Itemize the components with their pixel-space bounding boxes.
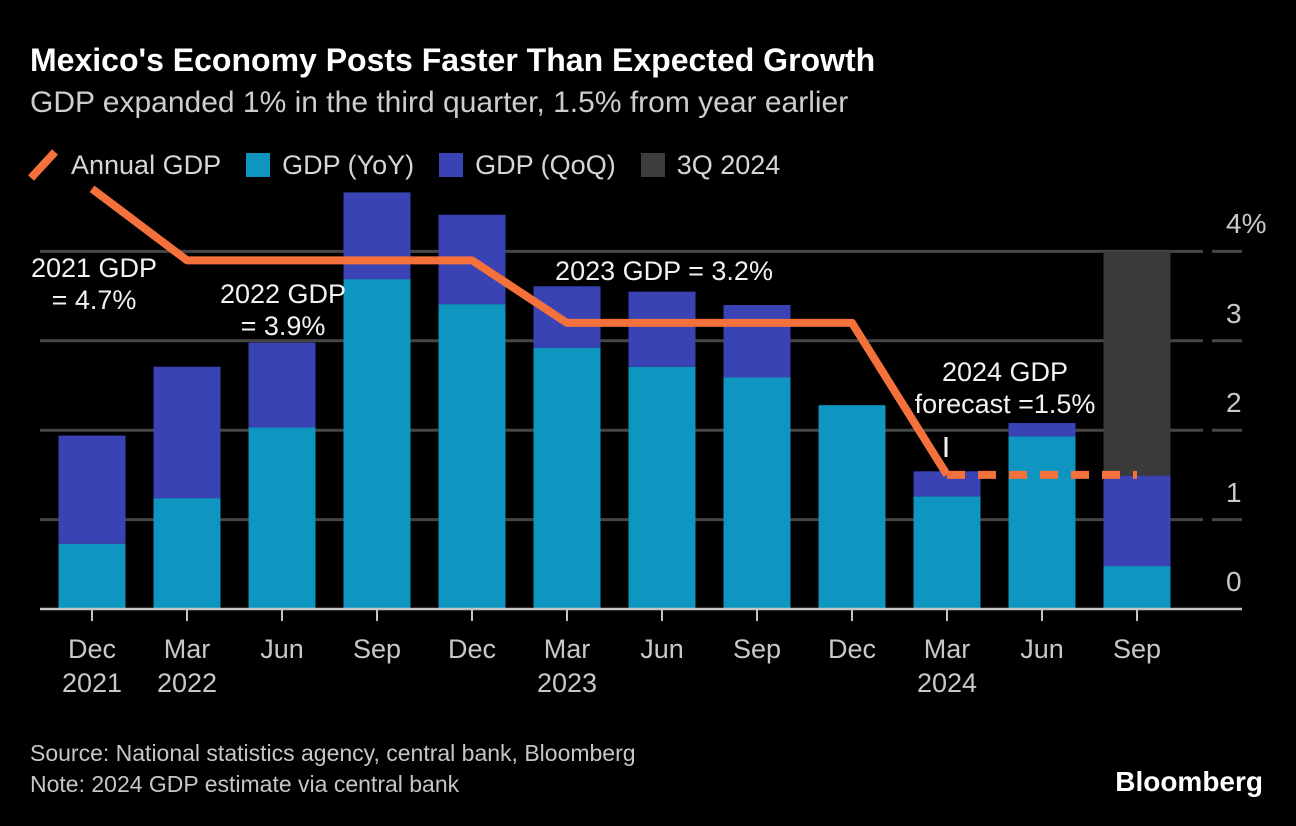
x-axis-year: 2023 xyxy=(536,668,598,698)
legend-item-gdp-qoq: GDP (QoQ) xyxy=(439,150,616,181)
x-axis-month: Dec xyxy=(447,634,497,664)
x-axis-label: Jun xyxy=(640,632,684,666)
chart-title: Mexico's Economy Posts Faster Than Expec… xyxy=(30,42,876,78)
y-axis-label: 2 xyxy=(1226,387,1242,419)
annual-gdp-line-swatch-icon xyxy=(27,148,59,182)
annual-gdp-annotation: 2023 GDP = 3.2% xyxy=(555,255,773,287)
bar-segment-yoy xyxy=(913,496,981,609)
annotation-line: 2024 GDP xyxy=(941,357,1069,387)
x-axis-month: Mar xyxy=(923,634,971,664)
annotation-line: 2023 GDP = 3.2% xyxy=(555,256,773,286)
bar-segment-yoy xyxy=(1103,566,1171,609)
x-axis-month: Mar xyxy=(163,634,211,664)
bar-segment-qoq xyxy=(1008,423,1076,437)
x-axis-label: Mar 2022 xyxy=(157,632,217,700)
legend-label: Annual GDP xyxy=(71,149,222,180)
x-axis-label: Sep xyxy=(353,632,401,666)
y-axis-label: 1 xyxy=(1226,476,1242,508)
annotation-line: forecast =1.5% xyxy=(914,389,1096,419)
bar-segment-yoy xyxy=(58,543,126,609)
x-axis-month: Jun xyxy=(260,634,304,664)
x-axis-month: Jun xyxy=(1020,634,1064,664)
chart-subtitle: GDP expanded 1% in the third quarter, 1.… xyxy=(30,86,849,119)
bloomberg-logo: Bloomberg xyxy=(1115,766,1263,797)
y-axis-label: 4% xyxy=(1226,208,1267,240)
x-axis-year: 2024 xyxy=(916,668,978,698)
source-line: Source: National statistics agency, cent… xyxy=(30,740,636,766)
gdp-qoq-swatch-icon xyxy=(439,153,464,177)
bar-segment-yoy xyxy=(153,498,221,609)
bar-segment-qoq xyxy=(628,291,696,367)
y-axis-label: 0 xyxy=(1226,566,1242,597)
annotation-line: 2021 GDP xyxy=(30,253,158,283)
x-axis-label: Jun xyxy=(260,632,304,666)
bar-segment-yoy xyxy=(628,366,696,609)
x-axis-month: Mar xyxy=(543,634,591,664)
bar-segment-yoy xyxy=(723,377,791,609)
annual-gdp-annotation: 2021 GDP = 4.7% xyxy=(31,252,157,316)
bar-segment-yoy xyxy=(1008,436,1076,609)
source-note: Source: National statistics agency, cent… xyxy=(30,738,636,800)
bar-segment-qoq xyxy=(248,342,316,428)
note-line: Note: 2024 GDP estimate via central bank xyxy=(30,771,460,797)
y-axis-label: 3 xyxy=(1226,297,1242,329)
x-axis-month: Jun xyxy=(640,634,684,664)
annual-gdp-annotation: 2022 GDP = 3.9% xyxy=(220,278,346,342)
bar-segment-yoy xyxy=(248,427,316,609)
x-axis-month: Dec xyxy=(827,634,877,664)
annual-gdp-annotation: 2024 GDP forecast =1.5% xyxy=(915,356,1096,420)
gdp-yoy-swatch-icon xyxy=(246,153,271,177)
bar-segment-yoy xyxy=(533,347,601,609)
bar-segment-qoq xyxy=(58,435,126,544)
x-axis-label: Dec xyxy=(448,632,496,666)
x-axis-month: Sep xyxy=(1112,634,1162,664)
bar-segment-yoy xyxy=(343,279,411,609)
legend: Annual GDP GDP (YoY) GDP (QoQ) 3Q 2024 xyxy=(27,148,780,182)
annotation-line: = 3.9% xyxy=(240,311,326,341)
legend-item-3q-2024: 3Q 2024 xyxy=(640,149,781,181)
legend-label: GDP (YoY) xyxy=(282,149,415,180)
x-axis-label: Mar 2024 xyxy=(917,632,977,700)
legend-item-gdp-yoy: GDP (YoY) xyxy=(246,150,414,181)
x-axis-month: Sep xyxy=(732,634,782,664)
x-axis-label: Dec 2021 xyxy=(62,632,122,700)
x-axis-label: Sep xyxy=(733,632,781,666)
x-axis-label: Sep xyxy=(1113,632,1161,666)
x-axis-month: Dec xyxy=(67,634,117,664)
bar-segment-qoq xyxy=(723,305,791,378)
legend-label: GDP (QoQ) xyxy=(475,149,616,180)
bar-segment-qoq xyxy=(343,192,411,280)
bar-segment-qoq xyxy=(533,286,601,348)
3q-2024-swatch-icon xyxy=(640,153,665,177)
bar-segment-qoq xyxy=(1103,475,1171,567)
x-axis-label: Dec xyxy=(828,632,876,666)
annotation-line: = 4.7% xyxy=(51,285,137,315)
bar-segment-qoq xyxy=(153,366,221,499)
bar-segment-yoy xyxy=(438,304,506,609)
annual-gdp-line xyxy=(89,185,951,478)
x-axis-year: 2021 xyxy=(61,668,123,698)
x-axis-year: 2022 xyxy=(156,668,218,698)
bar-segment-yoy xyxy=(818,405,886,609)
x-axis-label: Mar 2023 xyxy=(537,632,597,700)
legend-label: 3Q 2024 xyxy=(676,149,781,180)
x-axis-label: Jun xyxy=(1020,632,1064,666)
legend-item-annual-gdp: Annual GDP xyxy=(27,148,221,182)
annotation-line: 2022 GDP xyxy=(219,279,347,309)
x-axis-month: Sep xyxy=(352,634,402,664)
